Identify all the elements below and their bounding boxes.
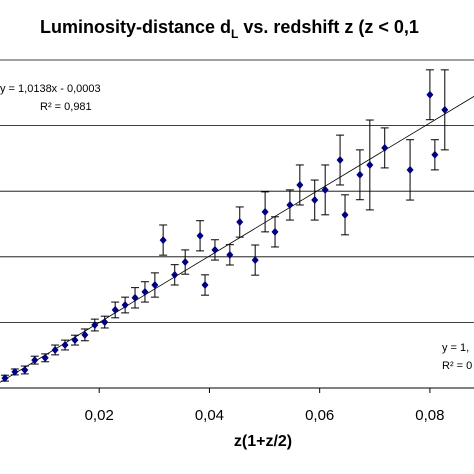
- trendline: [0, 96, 474, 383]
- point: [141, 287, 149, 296]
- point: [31, 356, 39, 365]
- point: [151, 281, 159, 290]
- point: [251, 256, 259, 265]
- point: [381, 143, 389, 152]
- point: [296, 180, 304, 189]
- x-tick-label: 0,04: [195, 407, 224, 424]
- point: [426, 90, 434, 99]
- point: [196, 231, 204, 240]
- point: [211, 245, 219, 254]
- point: [71, 336, 79, 345]
- point: [131, 293, 139, 302]
- point: [311, 196, 319, 205]
- point: [159, 236, 167, 245]
- point: [431, 150, 439, 159]
- point: [51, 345, 59, 354]
- point: [226, 250, 234, 259]
- point: [1, 374, 9, 383]
- point: [321, 185, 329, 194]
- point: [406, 165, 414, 174]
- point: [81, 330, 89, 339]
- point: [121, 301, 129, 310]
- point: [11, 367, 19, 376]
- point: [101, 318, 109, 327]
- point: [286, 200, 294, 209]
- point: [366, 160, 374, 169]
- point: [171, 270, 179, 279]
- fit-r2: R² = 0,981: [40, 101, 92, 113]
- fit-r2-2: R² = 0: [442, 360, 472, 372]
- point: [261, 207, 269, 216]
- point: [341, 210, 349, 219]
- x-tick-label: 0,06: [305, 407, 334, 424]
- fit-equation-2: y = 1,: [442, 342, 469, 354]
- point: [356, 170, 364, 179]
- point: [21, 365, 29, 374]
- point: [271, 227, 279, 236]
- point: [181, 258, 189, 267]
- fit-equation: y = 1,0138x - 0,0003: [0, 83, 101, 95]
- chart-title: Luminosity-distance dL vs. redshift z (z…: [40, 17, 419, 41]
- x-tick-label: 0,02: [85, 407, 114, 424]
- point: [91, 321, 99, 330]
- point: [236, 218, 244, 227]
- point: [441, 105, 449, 114]
- point: [201, 281, 209, 290]
- point: [336, 156, 344, 165]
- x-axis-label: z(1+z/2): [234, 433, 292, 450]
- point: [61, 341, 69, 350]
- point: [41, 353, 49, 362]
- x-tick-label: 0,08: [415, 407, 444, 424]
- point: [111, 305, 119, 314]
